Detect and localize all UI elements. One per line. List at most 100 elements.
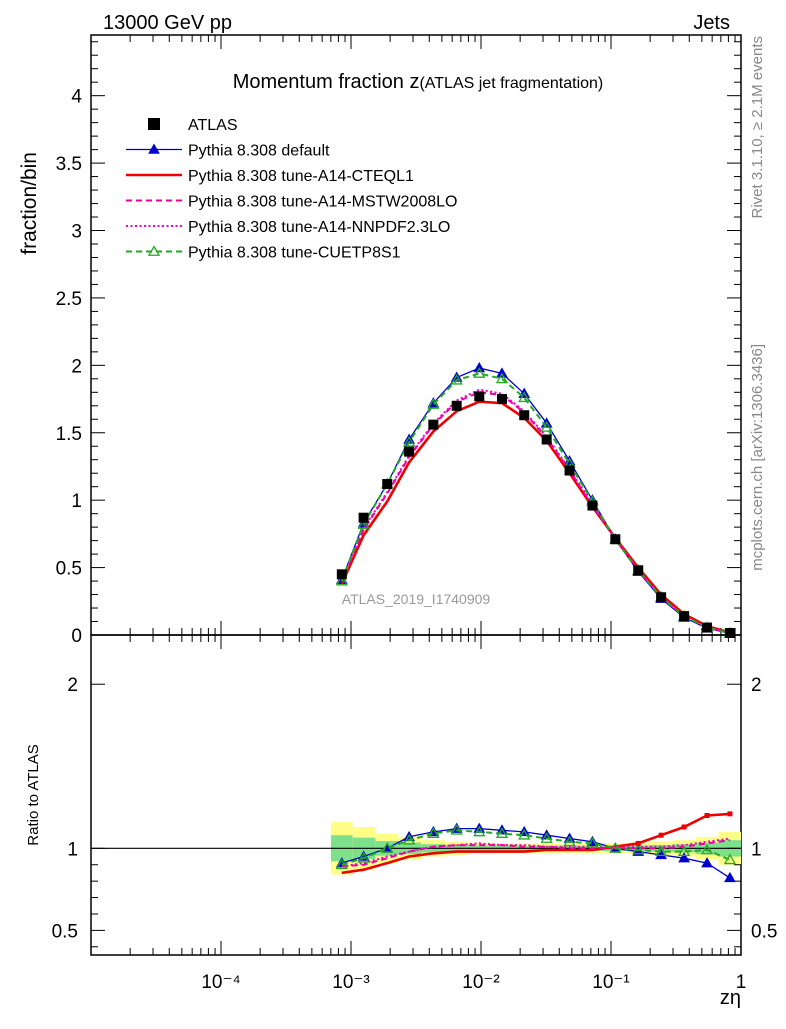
series-marker	[678, 852, 690, 863]
series-marker	[428, 419, 439, 430]
series-marker	[519, 410, 530, 421]
legend-item: ATLAS	[148, 117, 238, 134]
series-marker	[635, 840, 641, 846]
series-marker	[335, 858, 348, 870]
x-tick-label: 10⁻¹	[592, 972, 630, 993]
main-title: Momentum fraction z(ATLAS jet fragmentat…	[233, 71, 604, 93]
series-marker	[700, 843, 714, 855]
main-title-subtext: (ATLAS jet fragmentation)	[419, 75, 603, 92]
series-marker	[658, 832, 664, 838]
series-marker	[450, 823, 463, 835]
series-pythia-8-308-tune-a14-nnpdf2-3lo	[340, 388, 731, 634]
series-marker	[655, 848, 667, 860]
y-tick-label: 2.5	[56, 289, 82, 310]
series-marker	[677, 845, 691, 857]
series-marker	[382, 478, 393, 489]
series-atlas	[336, 391, 735, 638]
rivet-side-label: Rivet 3.1.10, ≥ 2.1M events	[749, 36, 766, 219]
main-title-text: Momentum fraction z	[233, 71, 420, 93]
series-marker	[609, 842, 622, 853]
series-marker	[450, 373, 463, 385]
series-marker	[586, 837, 599, 848]
series-marker	[679, 611, 690, 622]
series-marker	[357, 851, 370, 863]
series-marker	[403, 833, 416, 845]
x-tick-label: 1	[736, 972, 747, 993]
series-marker	[702, 622, 713, 633]
series-pythia-8-308-tune-a14-mstw2008lo	[341, 839, 731, 868]
legend-item: Pythia 8.308 tune-A14-MSTW2008LO	[126, 194, 457, 211]
series-marker	[704, 813, 710, 819]
series-marker	[357, 518, 370, 529]
series-marker	[518, 391, 531, 403]
series-marker	[451, 400, 462, 411]
legend-label: ATLAS	[188, 117, 238, 134]
series-marker	[541, 434, 552, 445]
legend-item: Pythia 8.308 tune-CUETP8S1	[126, 245, 401, 262]
series-marker	[540, 832, 553, 843]
main-panel: 0 0.5 1 1.5 2 2.5 3 3.5 4 Momentum fraction z(AT…	[18, 34, 742, 647]
series-marker	[727, 811, 733, 817]
legend: ATLAS Pythia 8.308 default Pythia 8.308 tu…	[126, 117, 457, 262]
mcplots-side-label: mcplots.cern.ch [arXiv:1306.3436]	[749, 344, 766, 571]
series-pythia-8-308-tune-cuetp8s1	[335, 823, 737, 870]
y-tick-label: 0.5	[56, 559, 82, 580]
y-tick-label: 1	[71, 491, 82, 512]
legend-item: Pythia 8.308 tune-A14-NNPDF2.3LO	[126, 219, 450, 236]
main-series-group	[335, 362, 737, 638]
legend-label: Pythia 8.308 tune-CUETP8S1	[188, 245, 401, 262]
x-tick-label: 10⁻²	[462, 972, 500, 993]
series-marker	[495, 827, 509, 838]
series-pythia-8-308-tune-a14-cteql1	[341, 812, 730, 875]
series-marker	[610, 534, 621, 545]
y-tick-label: 3	[71, 222, 82, 243]
analysis-id-label: ATLAS_2019_I1740909	[342, 591, 491, 607]
legend-item: Pythia 8.308 tune-A14-CTEQL1	[126, 168, 414, 185]
series-marker	[564, 465, 575, 476]
ratio-panel: 10⁻⁴ 10⁻³ 10⁻² 10⁻¹ 1 0.5 0.5 1 1 2 2 Ratio to ATL…	[25, 634, 777, 1009]
ratio-axis-ticks: 10⁻⁴ 10⁻³ 10⁻² 10⁻¹ 1 0.5 0.5 1 1 2 2	[52, 635, 777, 993]
x-axis-label: zη	[720, 987, 741, 1009]
series-marker	[724, 627, 735, 638]
energy-label: 13000 GeV pp	[103, 12, 232, 34]
series-marker	[681, 824, 687, 830]
y-tick-label: 1.5	[56, 424, 82, 445]
series-marker	[148, 143, 160, 154]
series-line	[341, 839, 731, 868]
series-marker	[404, 446, 415, 457]
y-tick-label: 0	[71, 626, 82, 647]
series-marker	[495, 372, 509, 384]
series-marker	[381, 842, 394, 853]
series-marker	[656, 592, 667, 603]
main-axis-ticks: 0 0.5 1 1.5 2 2.5 3 3.5 4	[56, 35, 742, 647]
ratio-y-tick-label: 1	[751, 839, 762, 860]
ratio-y-tick-label: 1	[67, 839, 78, 860]
series-marker	[358, 512, 369, 523]
series-marker	[633, 565, 644, 576]
series-marker	[427, 398, 440, 409]
legend-swatch	[148, 118, 160, 130]
series-marker	[427, 827, 440, 838]
series-marker	[147, 245, 161, 256]
ratio-y-tick-label: 0.5	[52, 921, 78, 942]
series-marker	[518, 828, 531, 840]
series-marker	[474, 391, 485, 402]
legend-label: Pythia 8.308 tune-A14-MSTW2008LO	[188, 194, 457, 211]
series-marker	[632, 843, 645, 855]
ratio-y-axis-label: Ratio to ATLAS	[25, 744, 42, 845]
ratio-frame	[90, 634, 742, 956]
ratio-y-tick-label: 0.5	[751, 921, 777, 942]
series-marker	[540, 421, 553, 432]
series-marker	[563, 835, 576, 847]
series-marker	[473, 367, 486, 378]
series-marker	[473, 825, 486, 837]
y-tick-label: 4	[71, 87, 82, 108]
series-line	[341, 837, 731, 868]
main-y-axis-label: fraction/bin	[18, 152, 41, 255]
series-line	[341, 812, 730, 875]
series-marker	[496, 394, 507, 405]
series-marker	[701, 857, 713, 868]
series-marker	[403, 435, 416, 447]
series-pythia-8-308-tune-a14-nnpdf2-3lo	[341, 837, 731, 868]
